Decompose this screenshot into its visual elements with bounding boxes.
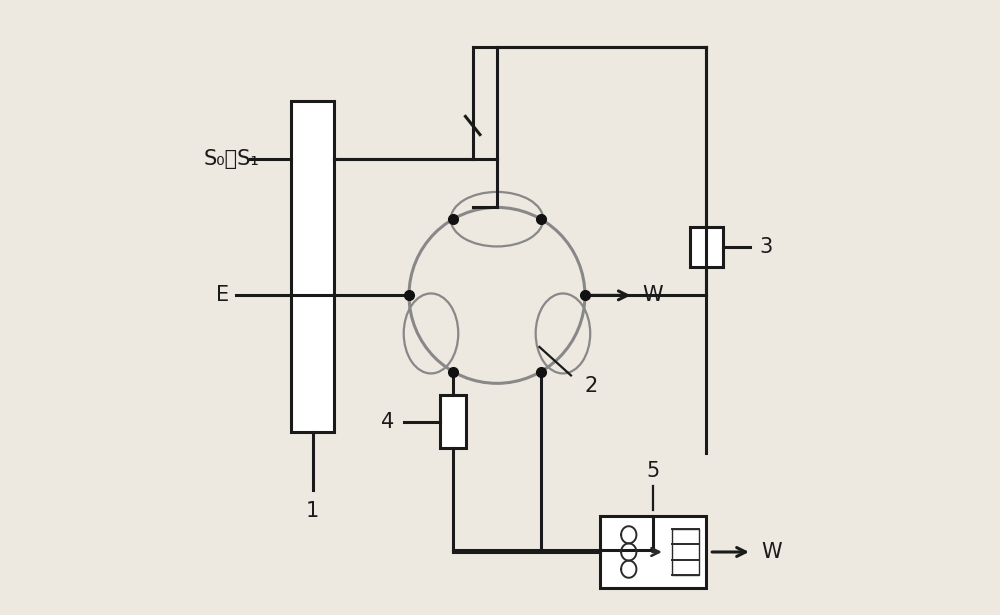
Text: S₀或S₁: S₀或S₁ — [204, 149, 260, 169]
Bar — [600, 516, 706, 588]
Text: W: W — [761, 542, 781, 562]
Text: W: W — [643, 285, 663, 306]
Bar — [291, 101, 334, 432]
Bar — [440, 395, 466, 448]
Text: 3: 3 — [759, 237, 773, 257]
Bar — [672, 529, 699, 575]
Text: 4: 4 — [381, 411, 395, 432]
Text: 1: 1 — [306, 501, 319, 521]
Text: E: E — [216, 285, 229, 306]
Text: 5: 5 — [647, 461, 660, 481]
Bar — [690, 227, 723, 266]
Text: 2: 2 — [584, 376, 598, 396]
